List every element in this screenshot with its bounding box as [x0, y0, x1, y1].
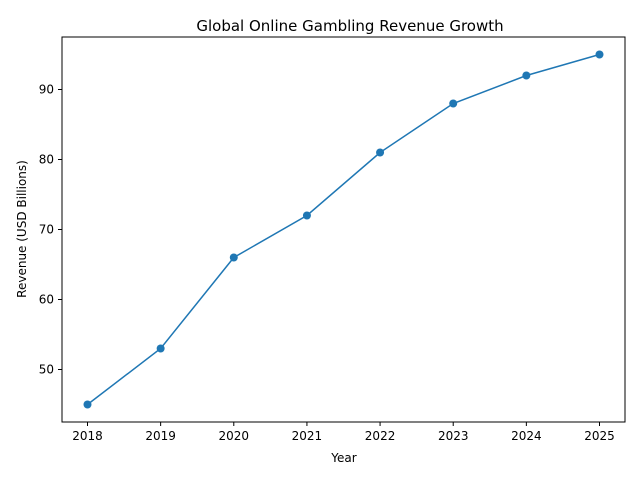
data-point [595, 50, 604, 59]
y-tick-label: 50 [39, 363, 54, 377]
x-tick-label: 2024 [511, 429, 542, 443]
series-line [87, 53, 600, 406]
plot-area-frame [61, 36, 626, 423]
x-tick-label: 2018 [72, 429, 103, 443]
x-axis: 2018 2019 2020 2021 2022 2023 2024 2025 [72, 422, 615, 443]
x-tick-label: 2023 [438, 429, 469, 443]
y-tick-label: 70 [39, 223, 54, 237]
data-point [302, 211, 311, 220]
x-tick-label: 2020 [219, 429, 250, 443]
x-tick-label: 2025 [584, 429, 615, 443]
x-axis-label: Year [330, 451, 356, 465]
chart-title: Global Online Gambling Revenue Growth [196, 17, 503, 35]
x-tick-label: 2019 [145, 429, 176, 443]
x-tick-label: 2022 [365, 429, 396, 443]
data-point [83, 400, 92, 409]
data-point [522, 71, 531, 80]
y-tick-label: 60 [39, 293, 54, 307]
y-tick-label: 90 [39, 83, 54, 97]
y-tick-label: 80 [39, 153, 54, 167]
data-point [449, 99, 458, 108]
series-layer [83, 50, 604, 409]
data-point [229, 253, 238, 262]
data-point [156, 344, 165, 353]
data-point [376, 148, 385, 157]
y-axis-label: Revenue (USD Billions) [15, 160, 29, 298]
y-axis: 50 60 70 80 90 [39, 83, 62, 377]
x-tick-label: 2021 [292, 429, 323, 443]
